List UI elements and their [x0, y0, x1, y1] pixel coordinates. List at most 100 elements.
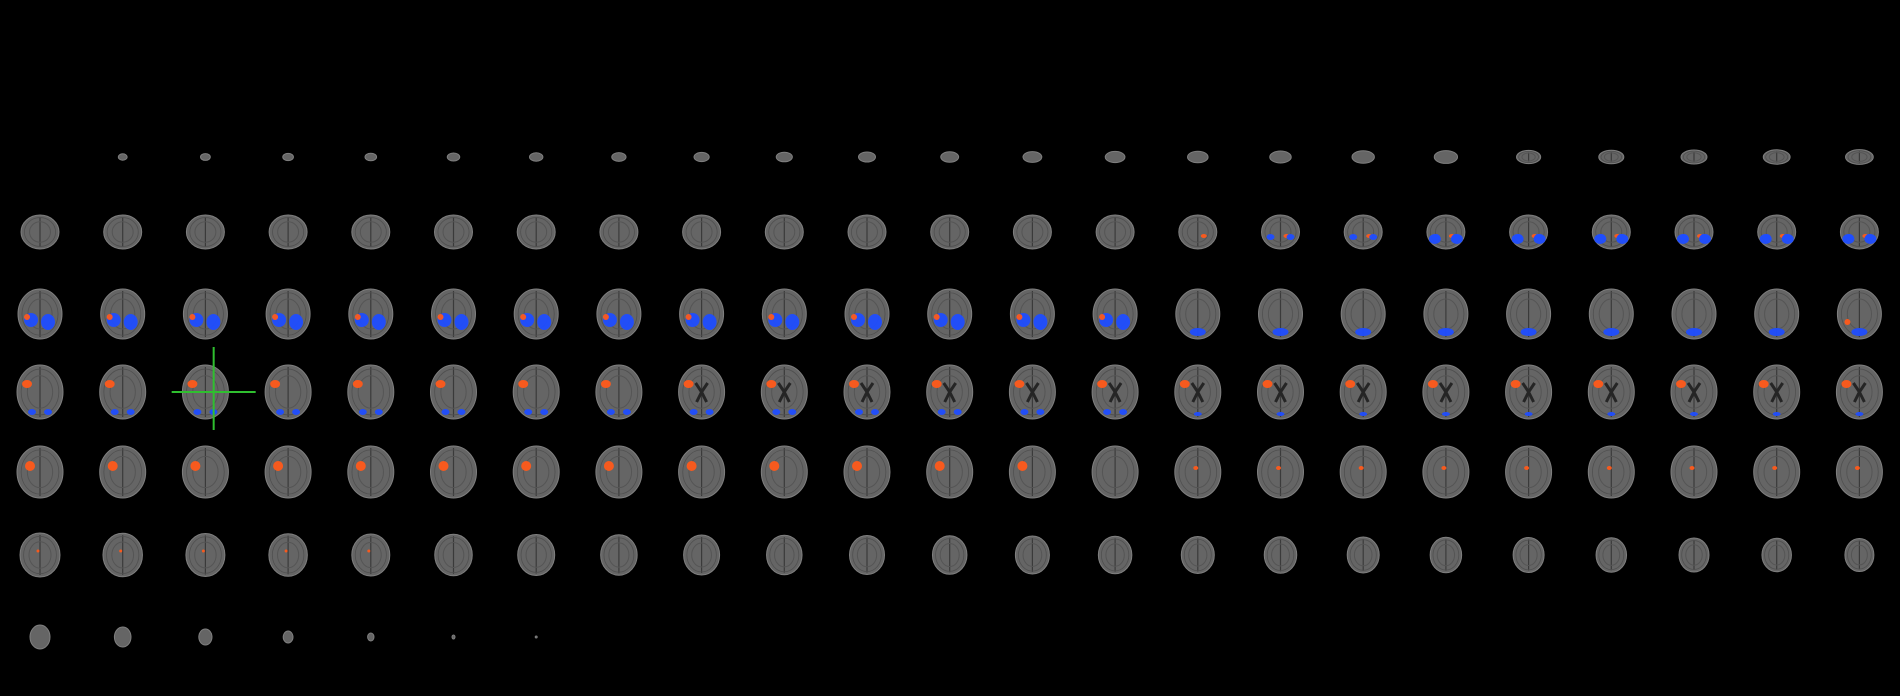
slice-tile[interactable]: [431, 288, 476, 340]
slice-tile[interactable]: [517, 534, 556, 576]
slice-tile[interactable]: [847, 214, 887, 250]
slice-tile[interactable]: [1008, 445, 1056, 499]
slice-tile[interactable]: [1588, 288, 1634, 340]
slice-tile[interactable]: [931, 535, 968, 575]
slice-tile[interactable]: [595, 445, 643, 499]
slice-tile[interactable]: [1178, 214, 1218, 250]
slice-tile[interactable]: [693, 151, 710, 163]
slice-tile[interactable]: [1835, 445, 1883, 499]
slice-tile[interactable]: [181, 445, 229, 499]
slice-tile[interactable]: [264, 445, 312, 499]
slice-tile[interactable]: [1753, 445, 1801, 499]
slice-tile[interactable]: [17, 288, 63, 340]
slice-tile[interactable]: [930, 214, 970, 250]
slice-tile[interactable]: [1012, 214, 1052, 250]
slice-tile[interactable]: [926, 445, 974, 499]
slice-tile[interactable]: [347, 364, 395, 420]
slice-tile[interactable]: [1422, 364, 1470, 420]
slice-tile[interactable]: [103, 214, 143, 250]
slice-tile[interactable]: [1257, 364, 1304, 420]
slice-tile[interactable]: [1351, 150, 1375, 164]
slice-tile[interactable]: [1761, 537, 1792, 573]
slice-tile[interactable]: [1598, 149, 1625, 165]
slice-tile[interactable]: [182, 288, 228, 340]
slice-tile[interactable]: [351, 533, 391, 577]
slice-tile[interactable]: [1008, 364, 1056, 420]
slice-tile[interactable]: [1835, 364, 1883, 420]
slice-tile[interactable]: [1339, 445, 1387, 499]
slice-tile[interactable]: [1346, 536, 1380, 574]
slice-tile[interactable]: [679, 288, 725, 340]
slice-tile[interactable]: [512, 364, 560, 420]
slice-tile[interactable]: [764, 214, 804, 250]
slice-tile[interactable]: [1269, 150, 1292, 164]
slice-tile[interactable]: [19, 532, 61, 578]
slice-tile[interactable]: [843, 445, 891, 499]
slice-tile[interactable]: [1506, 288, 1552, 340]
slice-tile[interactable]: [200, 153, 211, 161]
slice-tile[interactable]: [1505, 364, 1553, 420]
slice-tile[interactable]: [1258, 288, 1303, 340]
slice-tile[interactable]: [600, 534, 638, 576]
slice-tile[interactable]: [1097, 535, 1133, 575]
slice-tile[interactable]: [858, 151, 876, 163]
slice-tile[interactable]: [16, 445, 64, 499]
slice-tile[interactable]: [1423, 288, 1469, 340]
slice-tile[interactable]: [1591, 214, 1631, 250]
slice-tile[interactable]: [1174, 364, 1222, 420]
slice-tile[interactable]: [113, 626, 132, 648]
slice-tile[interactable]: [775, 151, 793, 163]
slice-tile[interactable]: [1670, 445, 1718, 499]
slice-tile[interactable]: [1512, 537, 1545, 573]
slice-tile[interactable]: [434, 214, 473, 250]
slice-tile[interactable]: [99, 364, 147, 420]
slice-tile[interactable]: [1587, 445, 1635, 499]
slice-tile[interactable]: [117, 153, 128, 161]
slice-tile[interactable]: [264, 364, 312, 420]
slice-tile[interactable]: [1509, 214, 1549, 250]
slice-tile[interactable]: [1505, 445, 1553, 499]
slice-tile[interactable]: [534, 635, 538, 639]
slice-tile[interactable]: [1754, 288, 1800, 340]
slice-tile[interactable]: [1092, 288, 1138, 340]
slice-tile[interactable]: [595, 364, 643, 420]
slice-tile[interactable]: [29, 624, 51, 650]
slice-tile[interactable]: [1516, 149, 1542, 165]
slice-tile[interactable]: [347, 445, 395, 499]
slice-tile[interactable]: [1670, 364, 1718, 420]
slice-tile[interactable]: [1753, 364, 1801, 420]
slice-tile[interactable]: [198, 628, 213, 646]
slice-tile[interactable]: [844, 288, 890, 340]
slice-tile[interactable]: [761, 288, 807, 340]
slice-tile[interactable]: [516, 214, 556, 250]
slice-tile[interactable]: [1091, 445, 1139, 499]
slice-tile[interactable]: [430, 445, 477, 499]
slice-tile[interactable]: [1180, 536, 1215, 574]
slice-tile[interactable]: [529, 152, 544, 162]
slice-tile[interactable]: [99, 445, 147, 499]
slice-tile[interactable]: [1426, 214, 1466, 250]
slice-tile[interactable]: [599, 214, 639, 250]
slice-tile[interactable]: [1257, 445, 1304, 499]
slice-tile[interactable]: [102, 532, 143, 578]
slice-tile[interactable]: [100, 288, 146, 340]
slice-tile[interactable]: [1422, 445, 1470, 499]
slice-tile[interactable]: [185, 214, 225, 250]
slice-tile[interactable]: [1671, 288, 1717, 340]
slice-tile[interactable]: [611, 152, 627, 162]
slice-tile[interactable]: [1343, 214, 1383, 250]
slice-tile[interactable]: [1175, 288, 1221, 340]
slice-tile[interactable]: [1174, 445, 1222, 499]
slice-tile[interactable]: [766, 534, 803, 576]
slice-tile[interactable]: [434, 533, 473, 577]
slice-tile[interactable]: [1009, 288, 1055, 340]
slice-tile[interactable]: [678, 364, 726, 420]
slice-tile[interactable]: [596, 288, 642, 340]
slice-tile[interactable]: [1839, 214, 1879, 250]
slice-tile[interactable]: [849, 535, 885, 575]
slice-tile[interactable]: [1091, 364, 1139, 420]
slice-tile[interactable]: [1014, 535, 1050, 575]
slice-tile[interactable]: [512, 445, 560, 499]
slice-tile[interactable]: [367, 632, 375, 642]
